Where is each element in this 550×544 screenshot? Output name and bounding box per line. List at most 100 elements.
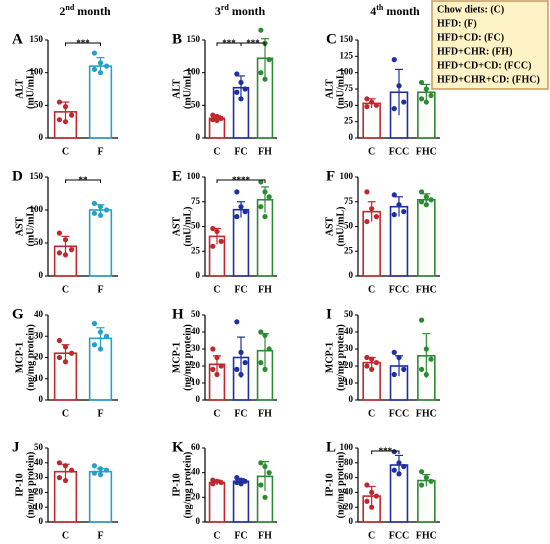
bar <box>208 481 226 523</box>
data-point <box>391 467 397 473</box>
data-point <box>97 329 104 335</box>
y-tick-label: 100 <box>187 67 201 77</box>
data-point <box>418 189 425 195</box>
data-point <box>266 470 272 476</box>
data-point <box>396 83 402 89</box>
x-tick-label: C <box>213 408 220 419</box>
data-point <box>373 360 380 366</box>
data-point <box>258 204 264 210</box>
data-point <box>210 477 216 483</box>
data-point <box>62 237 69 243</box>
data-point <box>423 99 429 105</box>
data-point <box>68 350 75 356</box>
y-tick-label: 0 <box>196 132 201 142</box>
bar <box>389 365 409 401</box>
x-tick-label: C <box>368 146 375 157</box>
y-tick-label: 50 <box>344 221 354 231</box>
data-point <box>401 366 407 372</box>
data-point <box>210 366 216 372</box>
y-axis-unit: (mU/mL) <box>182 69 193 109</box>
data-point <box>369 504 375 510</box>
data-point <box>234 189 240 195</box>
data-point <box>234 366 240 372</box>
y-tick-label: 0 <box>196 394 201 404</box>
significance-label: ** <box>79 175 89 185</box>
panel-label: I <box>326 306 332 322</box>
x-tick-label: FC <box>234 408 247 419</box>
y-tick-label: 0 <box>196 516 201 526</box>
data-point <box>418 317 425 323</box>
y-axis-label: IP-10 <box>14 473 25 496</box>
y-tick-label: 40 <box>344 486 354 496</box>
y-tick-label: 0 <box>39 132 44 142</box>
y-axis-unit: (ng/mg protein) <box>182 324 193 391</box>
data-point <box>364 218 370 225</box>
y-tick-label: 100 <box>30 204 44 214</box>
y-tick-label: 80 <box>344 457 354 467</box>
x-tick-label: FC <box>234 284 247 295</box>
data-point <box>364 104 370 110</box>
data-point <box>418 96 425 102</box>
data-point <box>242 478 248 484</box>
data-point <box>91 50 98 56</box>
data-point <box>214 478 220 484</box>
data-point <box>423 475 429 481</box>
significance-bracket <box>216 179 266 183</box>
data-point <box>234 214 240 220</box>
bar <box>417 198 436 277</box>
legend-label: HFD+CHR+CD: (FHC) <box>437 74 540 85</box>
y-axis-label: IP-10 <box>324 473 335 496</box>
bar <box>389 91 409 139</box>
data-point <box>62 463 69 469</box>
data-point <box>262 366 268 372</box>
bar <box>208 235 226 277</box>
y-tick-label: 0 <box>349 270 354 280</box>
data-point <box>238 204 244 210</box>
bar <box>362 495 381 523</box>
bar <box>256 349 274 401</box>
y-tick-label: 75 <box>191 196 201 206</box>
data-point <box>234 475 240 481</box>
bar <box>417 354 436 401</box>
data-point <box>364 96 370 102</box>
bar <box>88 470 113 523</box>
data-point <box>373 493 380 499</box>
x-tick-label: FCC <box>389 284 410 295</box>
data-point <box>91 200 98 206</box>
data-point <box>423 194 429 200</box>
column-header: 2nd month <box>59 3 111 18</box>
data-point <box>242 209 248 215</box>
data-point <box>214 117 220 123</box>
data-point <box>210 346 216 352</box>
x-tick-label: C <box>368 284 375 295</box>
x-tick-label: C <box>62 530 69 541</box>
bar <box>53 245 78 277</box>
header-number: 3 <box>215 4 221 18</box>
x-tick-label: F <box>97 284 103 295</box>
data-point <box>418 469 425 475</box>
significance-label: **** <box>232 175 251 185</box>
data-point <box>234 71 240 77</box>
y-tick-label: 0 <box>349 132 354 142</box>
bar <box>256 198 274 277</box>
panel-label: C <box>326 31 337 47</box>
bar <box>417 479 436 523</box>
bar <box>256 475 274 523</box>
y-tick-label: 100 <box>340 171 354 181</box>
data-point <box>210 243 216 249</box>
header-text: month <box>386 4 420 18</box>
data-point <box>214 228 220 235</box>
data-point <box>97 212 104 218</box>
x-tick-label: FHC <box>416 284 437 295</box>
data-point <box>391 57 397 63</box>
panel-label: D <box>12 168 23 184</box>
y-tick-label: 40 <box>34 309 44 319</box>
data-point <box>262 463 268 470</box>
data-point <box>242 360 248 366</box>
data-point <box>210 112 216 118</box>
y-tick-label: 60 <box>191 442 201 452</box>
x-tick-label: FC <box>234 530 247 541</box>
bar <box>232 480 250 523</box>
y-axis-label: AST <box>171 216 182 236</box>
column-header: 4th month <box>370 3 420 18</box>
